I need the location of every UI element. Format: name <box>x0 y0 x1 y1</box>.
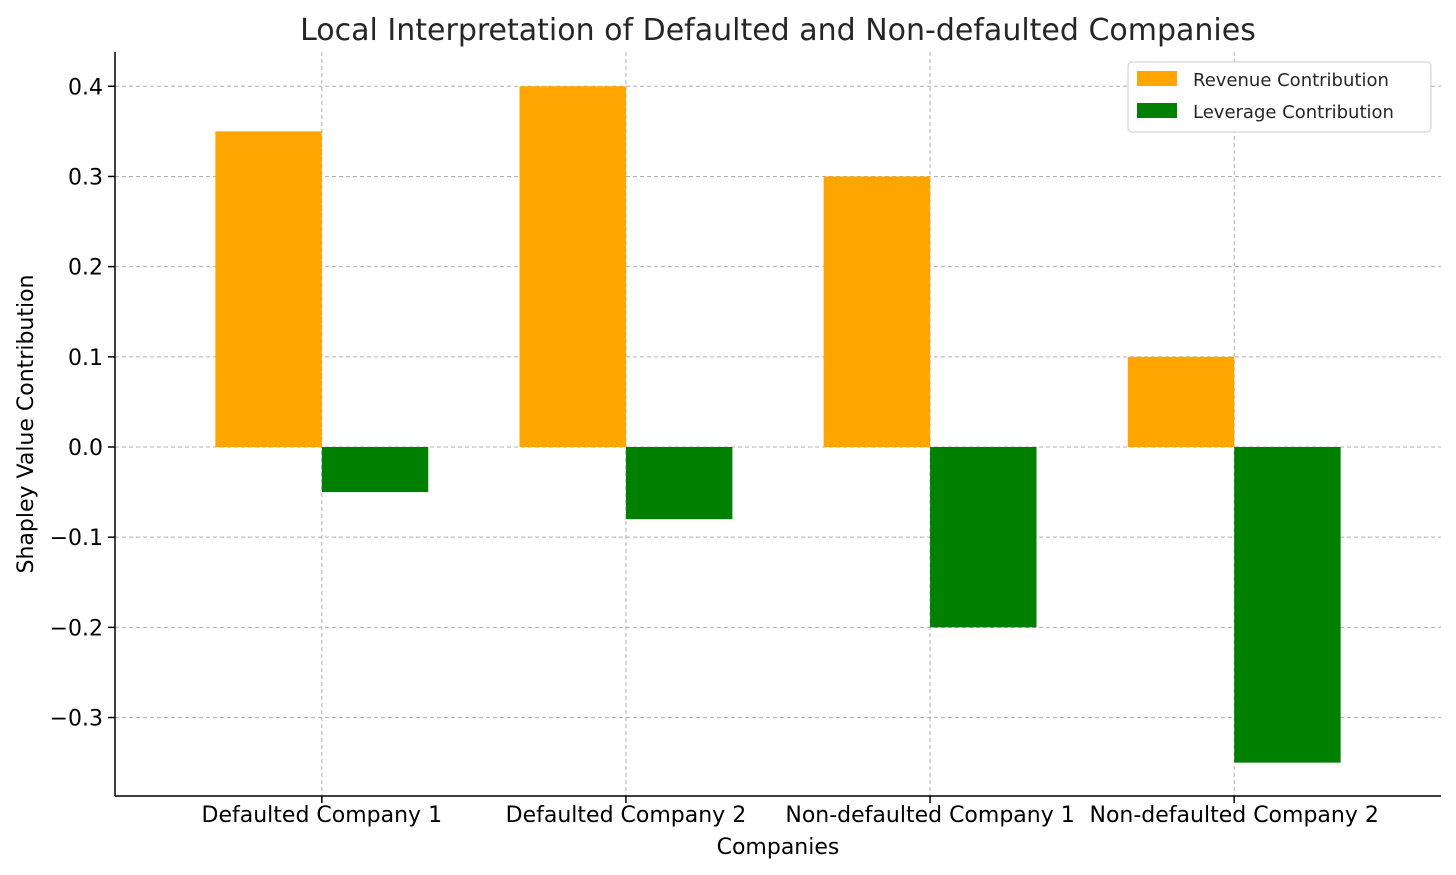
revenue-bar-3 <box>823 176 931 447</box>
x-tick-label: Non-defaulted Company 1 <box>785 803 1074 828</box>
y-tick-label: −0.2 <box>50 616 103 641</box>
y-tick-label: −0.1 <box>50 526 103 551</box>
bars <box>215 86 1341 763</box>
y-tick-label: −0.3 <box>50 707 103 732</box>
revenue-bar-2 <box>519 86 626 447</box>
y-tick-label: 0.2 <box>68 256 103 281</box>
legend-label-revenue: Revenue Contribution <box>1193 70 1389 91</box>
x-tick-label: Defaulted Company 2 <box>506 803 747 828</box>
legend-label-leverage: Leverage Contribution <box>1193 102 1394 123</box>
y-tick-label: 0.3 <box>68 165 103 190</box>
legend-swatch-revenue <box>1137 71 1177 86</box>
y-tick-label: 0.0 <box>68 436 103 461</box>
revenue-bar-4 <box>1127 356 1235 447</box>
y-axis-label: Shapley Value Contribution <box>14 274 39 573</box>
legend-swatch-leverage <box>1137 103 1177 118</box>
leverage-bar-3 <box>930 446 1037 628</box>
legend-frame <box>1127 61 1432 133</box>
x-ticks: Defaulted Company 1 Defaulted Company 2 No… <box>202 796 1379 828</box>
x-tick-label: Defaulted Company 1 <box>202 803 443 828</box>
x-tick-label: Non-defaulted Company 2 <box>1090 803 1379 828</box>
leverage-bar-2 <box>625 446 733 520</box>
y-tick-label: 0.4 <box>68 75 103 100</box>
y-tick-label: 0.1 <box>68 346 103 371</box>
x-axis-label: Companies <box>717 835 840 860</box>
y-ticks: 0.4 0.3 0.2 0.1 0.0 −0.1 −0.2 −0.3 <box>50 75 115 732</box>
legend: Revenue Contribution Leverage Contributi… <box>1127 61 1432 133</box>
leverage-bar-1 <box>321 446 429 493</box>
leverage-bar-4 <box>1234 446 1341 763</box>
revenue-bar-1 <box>215 131 322 447</box>
chart-title: Local Interpretation of Defaulted and No… <box>300 13 1256 48</box>
